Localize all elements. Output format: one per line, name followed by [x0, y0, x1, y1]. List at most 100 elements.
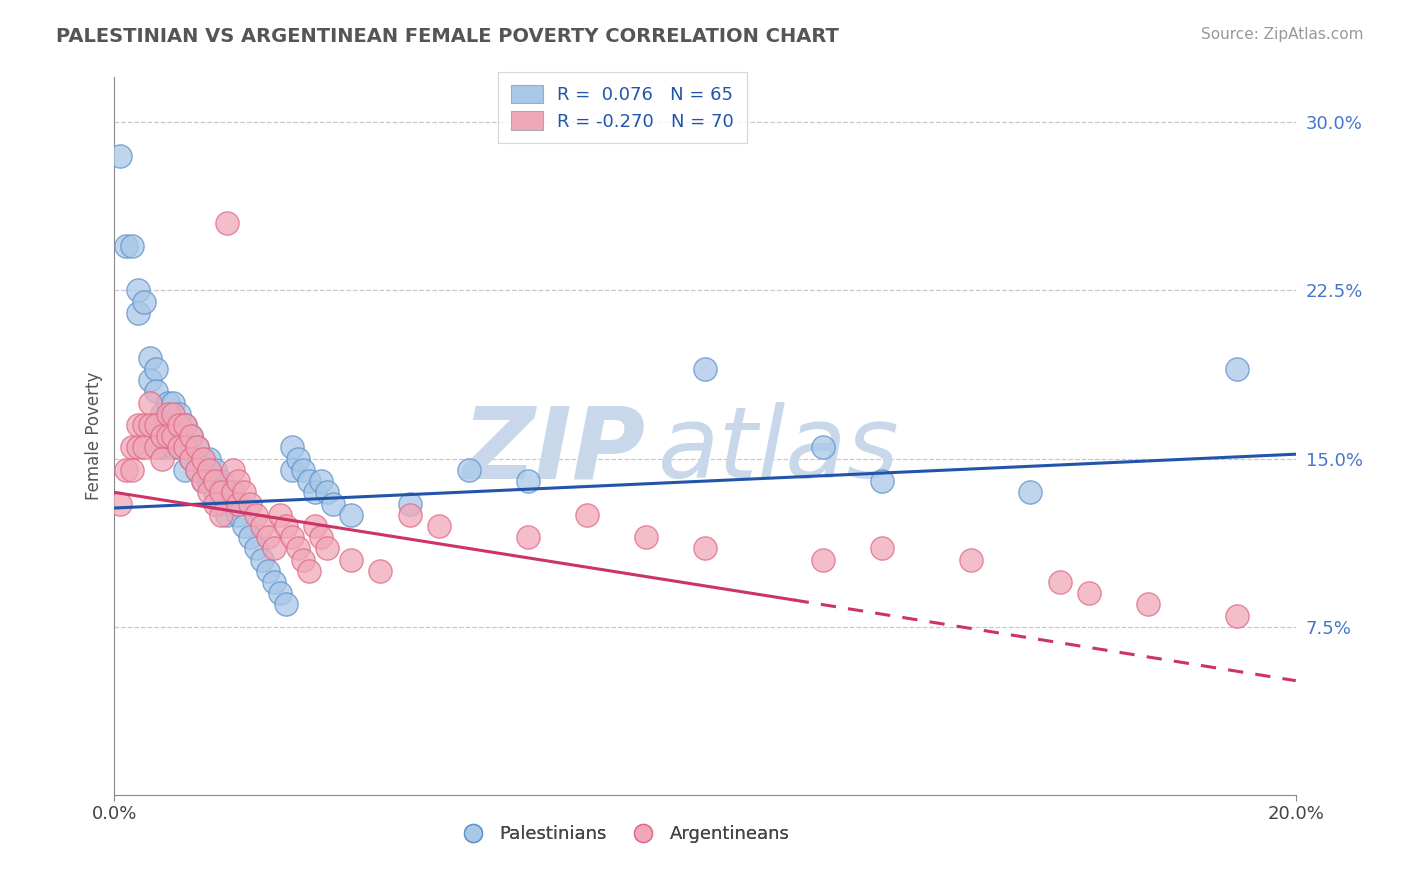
Point: [156, 418, 179, 433]
Point: [233, 519, 256, 533]
Point: [280, 530, 302, 544]
Point: [110, 496, 132, 510]
Point: [191, 474, 214, 488]
Point: [186, 463, 208, 477]
Point: [274, 519, 297, 533]
Point: [127, 284, 149, 298]
Point: [150, 429, 173, 443]
Point: [198, 485, 221, 500]
Point: [292, 552, 315, 566]
Point: [339, 508, 361, 522]
Point: [139, 351, 162, 365]
Point: [198, 463, 221, 477]
Point: [250, 519, 273, 533]
Point: [1078, 586, 1101, 600]
Point: [121, 463, 143, 477]
Point: [215, 216, 238, 230]
Point: [127, 306, 149, 320]
Text: ZIP: ZIP: [463, 402, 645, 500]
Point: [204, 474, 226, 488]
Point: [121, 238, 143, 252]
Point: [339, 552, 361, 566]
Point: [204, 485, 226, 500]
Point: [516, 474, 538, 488]
Point: [180, 451, 202, 466]
Point: [110, 149, 132, 163]
Point: [693, 541, 716, 556]
Point: [180, 429, 202, 443]
Point: [215, 508, 238, 522]
Point: [191, 451, 214, 466]
Point: [204, 463, 226, 477]
Point: [115, 238, 138, 252]
Point: [156, 395, 179, 409]
Point: [427, 519, 450, 533]
Point: [115, 463, 138, 477]
Point: [162, 395, 184, 409]
Point: [132, 294, 155, 309]
Point: [127, 418, 149, 433]
Point: [209, 496, 232, 510]
Point: [269, 508, 291, 522]
Point: [156, 407, 179, 421]
Text: atlas: atlas: [658, 402, 900, 500]
Point: [287, 451, 309, 466]
Point: [191, 451, 214, 466]
Point: [180, 429, 202, 443]
Point: [204, 496, 226, 510]
Point: [127, 441, 149, 455]
Point: [215, 485, 238, 500]
Point: [169, 418, 191, 433]
Point: [169, 441, 191, 455]
Text: PALESTINIAN VS ARGENTINEAN FEMALE POVERTY CORRELATION CHART: PALESTINIAN VS ARGENTINEAN FEMALE POVERT…: [56, 27, 839, 45]
Point: [322, 496, 344, 510]
Point: [1137, 598, 1160, 612]
Point: [180, 451, 202, 466]
Point: [309, 530, 332, 544]
Point: [263, 541, 285, 556]
Point: [304, 485, 326, 500]
Point: [121, 441, 143, 455]
Point: [813, 552, 835, 566]
Point: [186, 441, 208, 455]
Point: [169, 429, 191, 443]
Point: [304, 519, 326, 533]
Point: [145, 441, 167, 455]
Point: [239, 530, 262, 544]
Point: [156, 429, 179, 443]
Point: [398, 508, 420, 522]
Point: [132, 418, 155, 433]
Point: [1226, 608, 1249, 623]
Text: Source: ZipAtlas.com: Source: ZipAtlas.com: [1201, 27, 1364, 42]
Point: [228, 496, 250, 510]
Point: [813, 441, 835, 455]
Point: [575, 508, 598, 522]
Point: [209, 508, 232, 522]
Point: [457, 463, 479, 477]
Point: [191, 474, 214, 488]
Point: [316, 541, 339, 556]
Point: [269, 586, 291, 600]
Point: [274, 598, 297, 612]
Point: [1226, 362, 1249, 376]
Legend: Palestinians, Argentineans: Palestinians, Argentineans: [447, 818, 797, 851]
Point: [1049, 574, 1071, 589]
Point: [162, 407, 184, 421]
Point: [186, 441, 208, 455]
Point: [257, 530, 280, 544]
Point: [221, 496, 243, 510]
Point: [693, 362, 716, 376]
Point: [139, 373, 162, 387]
Point: [162, 429, 184, 443]
Point: [174, 441, 197, 455]
Point: [516, 530, 538, 544]
Point: [209, 485, 232, 500]
Point: [280, 441, 302, 455]
Point: [150, 407, 173, 421]
Point: [174, 441, 197, 455]
Point: [150, 451, 173, 466]
Point: [186, 463, 208, 477]
Point: [174, 418, 197, 433]
Point: [292, 463, 315, 477]
Point: [198, 451, 221, 466]
